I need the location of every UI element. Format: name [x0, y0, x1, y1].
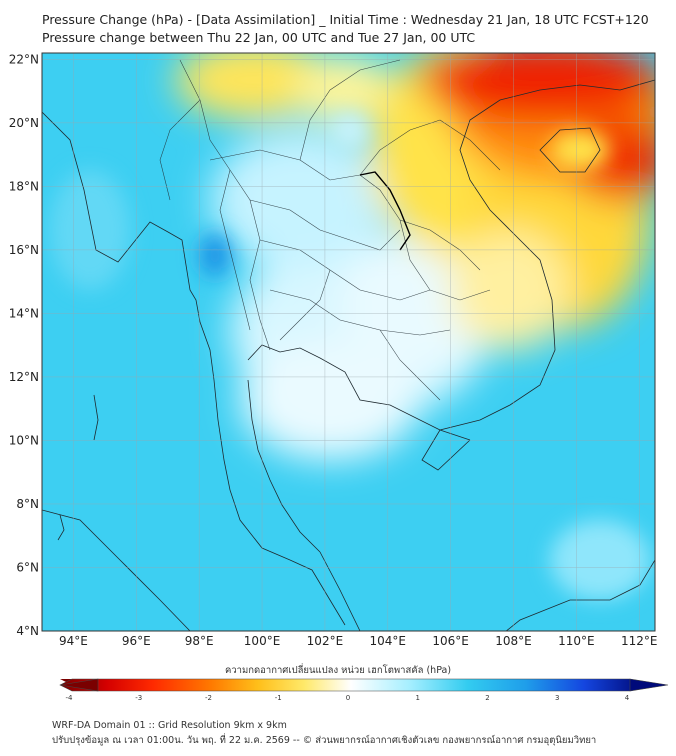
longitude-labels: 94°E 96°E 98°E 100°E 102°E 104°E 106°E 108°E 110…: [59, 634, 658, 648]
lat-label: 8°N: [16, 497, 39, 511]
lon-label: 98°E: [185, 634, 214, 648]
colorbar-tick-label: 1: [416, 694, 420, 700]
chart-subtitle: Pressure change between Thu 22 Jan, 00 U…: [42, 30, 476, 45]
lon-label: 106°E: [432, 634, 469, 648]
lon-label: 104°E: [370, 634, 407, 648]
lon-label: 96°E: [122, 634, 151, 648]
lat-label: 6°N: [16, 560, 39, 574]
lat-label: 14°N: [9, 306, 39, 320]
lat-label: 18°N: [9, 179, 39, 193]
colorbar-tick-label: -1: [275, 694, 282, 700]
colorbar-tick-label: 2: [485, 694, 489, 700]
colorbar-tick-label: 4: [625, 694, 630, 700]
pressure-field: [42, 53, 655, 631]
lon-label: 94°E: [59, 634, 88, 648]
colorbar-tick-label: -3: [135, 694, 142, 700]
colorbar-label: ความกดอากาศเปลี่ยนแปลง หน่วย เฮกโตพาสคัล…: [224, 665, 452, 676]
lon-label: 100°E: [244, 634, 281, 648]
lon-label: 110°E: [558, 634, 595, 648]
lon-label: 102°E: [307, 634, 344, 648]
latitude-labels: 22°N 20°N 18°N 16°N 14°N 12°N 10°N 8°N 6°N 4°N: [9, 52, 39, 638]
colorbar-tick-label: -4: [66, 694, 74, 700]
colorbar: -4 -3 -2 -1 0 1 2 3 4: [59, 678, 669, 700]
lon-label: 108°E: [495, 634, 532, 648]
map-frame: [41, 52, 656, 632]
chart-title: Pressure Change (hPa) - [Data Assimilati…: [42, 12, 649, 27]
province-borders: [159, 59, 501, 401]
lat-label: 10°N: [9, 433, 39, 447]
lat-label: 4°N: [16, 624, 39, 638]
footer-model-info: WRF-DA Domain 01 :: Grid Resolution 9km …: [52, 720, 287, 731]
lat-label: 12°N: [9, 370, 39, 384]
footer-update-info: ปรับปรุงข้อมูล ณ เวลา 01:00น. วัน พฤ. ที…: [52, 735, 597, 746]
graticule: [42, 53, 655, 632]
colorbar-tick-label: 0: [346, 694, 350, 700]
coastlines: [42, 79, 655, 631]
lat-label: 22°N: [9, 52, 39, 66]
colorbar-ticks: -4 -3 -2 -1 0 1 2 3 4: [66, 694, 630, 700]
colorbar-tick-label: -2: [205, 694, 212, 700]
highlighted-border: [359, 171, 411, 251]
lon-label: 112°E: [621, 634, 658, 648]
lat-label: 16°N: [9, 243, 39, 257]
pressure-change-map: 22°N 20°N 18°N 16°N 14°N 12°N 10°N 8°N 6°N 4°N 94…: [9, 52, 669, 700]
colorbar-tick-label: 3: [555, 694, 559, 700]
lat-label: 20°N: [9, 116, 39, 130]
